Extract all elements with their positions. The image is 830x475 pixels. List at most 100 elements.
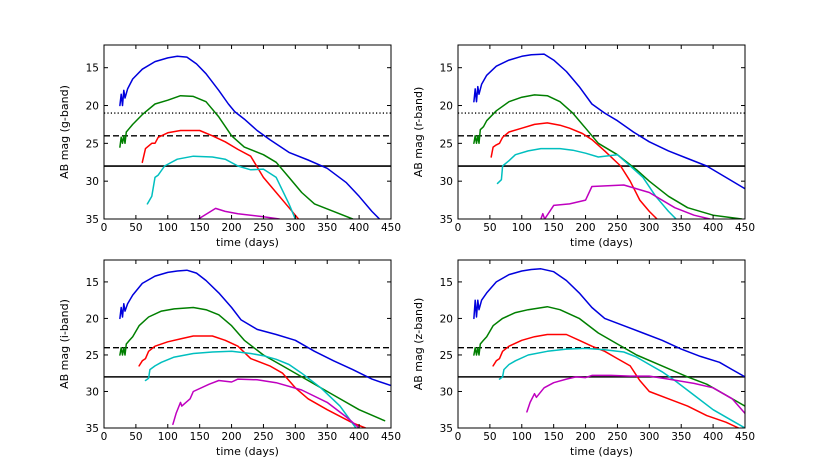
series-line-green [473,94,743,219]
y-axis-label: AB mag (r-band) [412,87,425,178]
x-tick-label: 150 [190,431,210,443]
x-tick-label: 450 [735,222,755,234]
x-tick-label: 300 [639,222,659,234]
y-tick-label: 25 [440,138,453,150]
x-tick-label: 50 [129,431,142,443]
x-tick-label: 100 [512,222,532,234]
x-tick-label: 250 [253,222,273,234]
y-tick-label: 25 [86,138,99,150]
x-tick-label: 50 [483,431,496,443]
x-tick-label: 250 [253,431,273,443]
x-tick-label: 400 [703,431,723,443]
x-tick-label: 350 [317,222,337,234]
chart-panel-1: 0 50 100 150 200 250 300 350 400 450 15 20 25 30 35 tim… [58,44,401,249]
x-tick-label: 300 [639,431,659,443]
x-tick-label: 0 [455,431,462,443]
x-tick-label: 100 [158,222,178,234]
y-tick-label: 25 [86,350,99,362]
chart-panel-2: 0 50 100 150 200 250 300 350 400 450 15 20 25 30 35 tim… [412,44,755,249]
x-tick-label: 200 [222,222,242,234]
x-tick-label: 100 [512,431,532,443]
y-tick-label: 30 [440,386,453,398]
x-tick-label: 400 [349,431,369,443]
y-tick-label: 20 [86,101,99,113]
y-tick-label: 35 [86,214,99,226]
series-line-red [490,122,658,219]
x-tick-label: 450 [381,431,401,443]
x-axis-label: time (days) [216,445,279,458]
series-group [473,53,745,219]
x-tick-label: 200 [576,431,596,443]
x-tick-label: 300 [285,222,305,234]
chart-panel-3: 0 50 100 150 200 250 300 350 400 450 15 20 25 30 35 tim… [58,259,401,458]
chart-panel-4: 0 50 100 150 200 250 300 350 400 450 15 20 25 30 35 tim… [412,259,755,458]
y-axis-label: AB mag (g-band) [58,85,71,179]
series-line-magenta [540,184,711,219]
series-line-cyan [496,147,677,219]
series-line-green [119,306,386,422]
y-tick-label: 30 [86,176,99,188]
x-tick-label: 400 [349,222,369,234]
series-group [119,55,381,219]
x-tick-label: 50 [129,222,142,234]
x-tick-label: 250 [607,431,627,443]
series-line-cyan [146,155,297,219]
y-tick-label: 30 [440,176,453,188]
series-line-cyan [144,350,357,428]
y-tick-label: 20 [86,313,99,325]
series-line-magenta [172,378,360,428]
x-tick-label: 0 [455,222,462,234]
series-line-red [492,333,740,428]
series-line-green [119,94,354,219]
series-line-magenta [526,374,745,415]
y-tick-label: 30 [86,386,99,398]
x-tick-label: 350 [671,222,691,234]
x-tick-label: 350 [671,431,691,443]
series-line-red [141,129,300,219]
x-tick-label: 400 [703,222,723,234]
x-axis-label: time (days) [570,236,633,249]
y-axis-label: AB mag (i-band) [58,299,71,389]
series-line-green [473,305,745,407]
series-line-blue [473,53,745,190]
x-tick-label: 200 [576,222,596,234]
y-tick-label: 15 [86,63,99,75]
y-tick-label: 35 [440,214,453,226]
y-tick-label: 15 [440,277,453,289]
series-line-cyan [498,347,745,428]
x-tick-label: 300 [285,431,305,443]
x-axis-label: time (days) [216,236,279,249]
x-tick-label: 150 [190,222,210,234]
x-tick-label: 0 [101,431,108,443]
x-axis-label: time (days) [570,445,633,458]
x-tick-label: 0 [101,222,108,234]
x-tick-label: 450 [735,431,755,443]
plot-frame [457,259,746,429]
series-line-magenta [197,207,281,219]
x-tick-label: 150 [544,222,564,234]
y-tick-label: 20 [440,101,453,113]
x-tick-label: 150 [544,431,564,443]
x-tick-label: 450 [381,222,401,234]
x-tick-label: 350 [317,431,337,443]
y-tick-label: 20 [440,313,453,325]
y-tick-label: 15 [440,63,453,75]
plot-frame [103,44,392,220]
y-axis-label: AB mag (z-band) [412,298,425,391]
y-tick-label: 35 [440,423,453,435]
x-tick-label: 50 [483,222,496,234]
y-tick-label: 15 [86,277,99,289]
series-group [119,269,391,428]
x-tick-label: 250 [607,222,627,234]
series-line-blue [119,55,381,219]
plot-frame [457,44,746,220]
series-line-red [138,335,367,428]
x-tick-label: 200 [222,431,242,443]
plot-frame [103,259,392,429]
series-line-blue [119,269,391,387]
series-line-blue [473,268,745,378]
series-group [473,268,745,428]
x-tick-label: 100 [158,431,178,443]
y-tick-label: 35 [86,423,99,435]
